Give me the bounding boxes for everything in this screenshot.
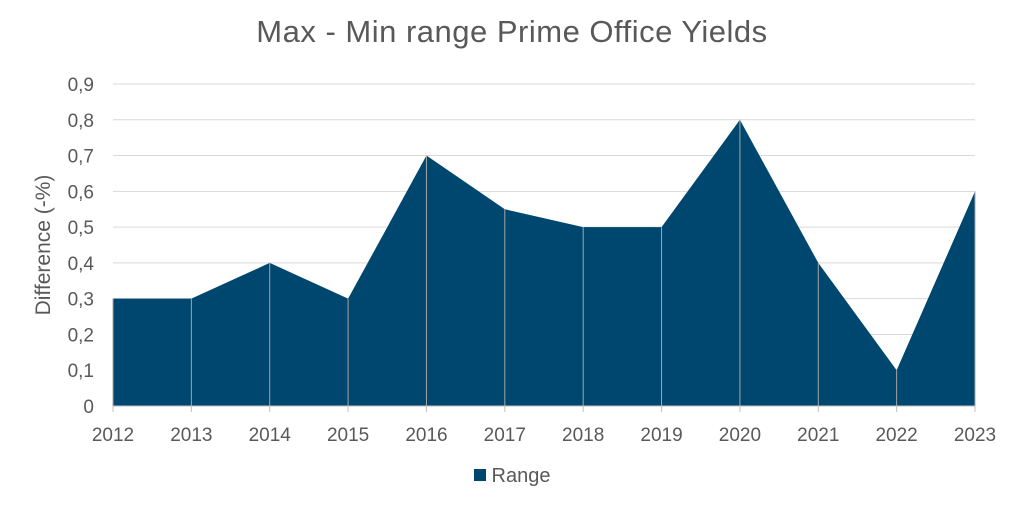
x-tick-label: 2014 <box>249 425 292 446</box>
x-tick-label: 2023 <box>954 425 996 446</box>
legend-label-range: Range <box>491 465 551 487</box>
legend: Range <box>0 465 1024 488</box>
drop-lines <box>112 119 976 406</box>
y-axis: 0 0,1 0,2 0,3 0,4 0,5 0,6 0,7 0,8 0,9 <box>68 75 95 418</box>
y-tick-label: 0,7 <box>68 147 94 168</box>
chart-title: Max - Min range Prime Office Yields <box>256 14 768 49</box>
x-tick-label: 2012 <box>92 425 134 446</box>
x-axis-ticks: 2012 2013 2014 2015 2016 2017 2018 2019 2020 2021… <box>92 406 996 446</box>
x-tick-label: 2013 <box>170 425 212 446</box>
x-tick-label: 2019 <box>640 425 682 446</box>
y-tick-label: 0,5 <box>68 218 94 239</box>
x-tick-label: 2021 <box>797 425 839 446</box>
y-tick-label: 0,4 <box>68 254 95 275</box>
y-tick-label: 0 <box>83 397 94 418</box>
y-axis-title: Difference (-%) <box>32 175 55 316</box>
y-tick-label: 0,3 <box>68 290 94 311</box>
y-tick-label: 0,8 <box>68 111 94 132</box>
x-tick-label: 2016 <box>405 425 447 446</box>
series-area <box>113 119 975 407</box>
x-tick-label: 2015 <box>327 425 369 446</box>
x-tick-label: 2018 <box>562 425 604 446</box>
area-range <box>113 119 975 407</box>
x-tick-label: 2020 <box>719 425 761 446</box>
legend-swatch-range <box>473 469 486 481</box>
y-tick-label: 0,1 <box>68 361 94 382</box>
x-tick-label: 2017 <box>484 425 526 446</box>
y-tick-label: 0,2 <box>68 325 94 346</box>
x-tick-label: 2022 <box>875 425 917 446</box>
y-tick-label: 0,6 <box>68 182 94 203</box>
y-tick-label: 0,9 <box>68 75 94 96</box>
